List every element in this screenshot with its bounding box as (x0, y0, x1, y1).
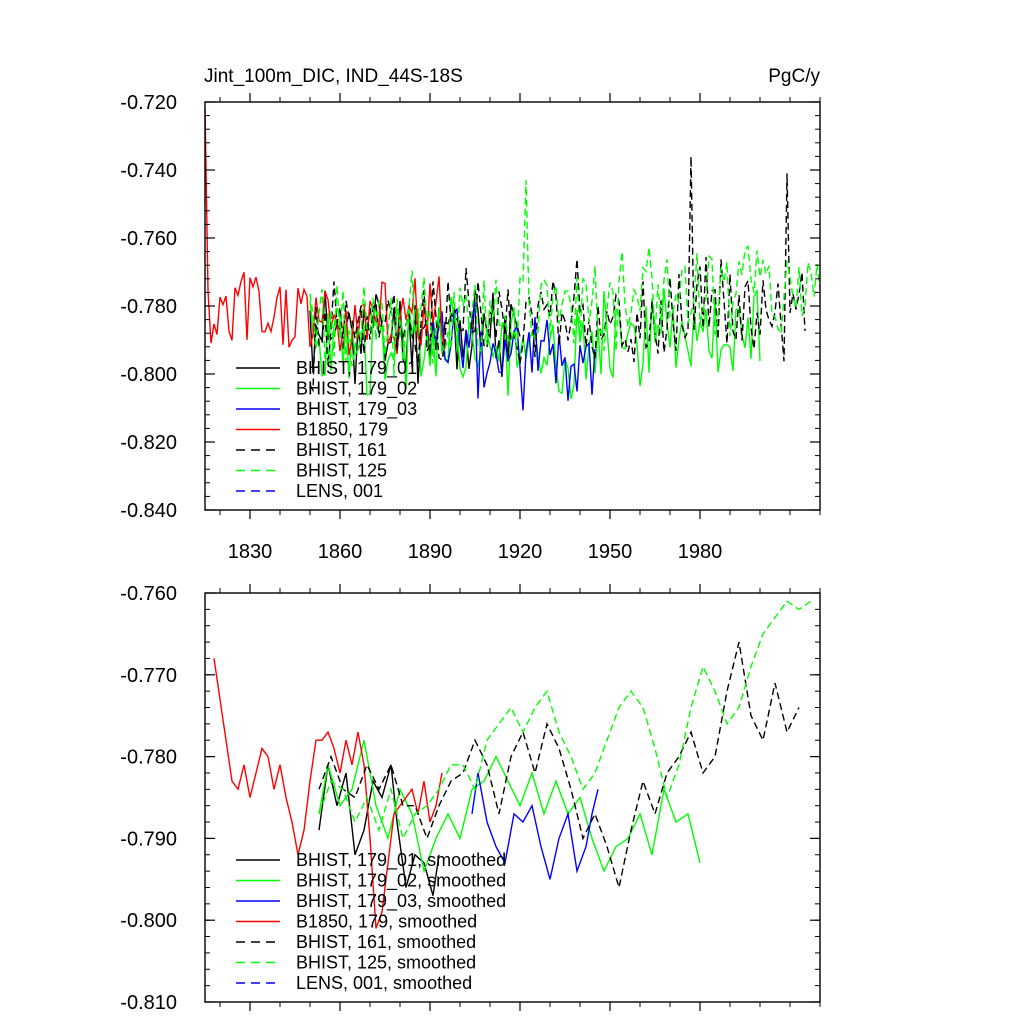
x-tick-label: 1950 (588, 541, 633, 563)
y-tick-label: -0.800 (120, 910, 177, 932)
series-line-bhist-161 (309, 156, 806, 393)
y-tick-label: -0.780 (120, 747, 177, 769)
legend-label-bhist-125-smoothed: BHIST, 125, smoothed (296, 953, 476, 973)
legend-label-bhist-179-03: BHIST, 179_03 (296, 399, 417, 420)
series-line-b1850-179 (204, 108, 446, 355)
legend-label-bhist-161-smoothed: BHIST, 161, smoothed (296, 932, 476, 952)
chart-title: Jint_100m_DIC, IND_44S-18S (204, 66, 463, 87)
legend-label-lens-001-smoothed: LENS, 001, smoothed (296, 973, 472, 993)
top-series-group (204, 108, 821, 411)
legend-label-bhist-179-02: BHIST, 179_02 (296, 379, 417, 400)
chart-units: PgC/y (768, 66, 820, 87)
legend-label-bhist-179-01-smoothed: BHIST, 179_01, smoothed (296, 850, 506, 871)
legend-label-lens-001: LENS, 001 (296, 481, 383, 501)
legend-label-bhist-179-01: BHIST, 179_01 (296, 358, 417, 379)
legend-label-b1850-179-smoothed: B1850, 179, smoothed (296, 912, 477, 932)
legend-label-bhist-179-02-smoothed: BHIST, 179_02, smoothed (296, 871, 506, 892)
legend-label-b1850-179: B1850, 179 (296, 420, 388, 440)
series-line-bhist-179-03 (429, 301, 596, 411)
bottom-plot-frame (204, 592, 821, 1003)
x-tick-label: 1890 (408, 541, 453, 563)
series-line-b1850-179-smoothed (213, 658, 443, 929)
y-tick-label: -0.760 (120, 228, 177, 250)
series-line-bhist-179-03-smoothed (471, 772, 599, 880)
x-tick-label: 1920 (498, 541, 543, 563)
y-tick-label: -0.820 (120, 432, 177, 454)
y-tick-label: -0.780 (120, 296, 177, 318)
series-line-bhist-179-02-smoothed (318, 740, 701, 874)
bottom-chart: -0.760 -0.770 -0.780 -0.790 -0.800 -0.810 BHI… (120, 583, 821, 1014)
legend-label-bhist-161: BHIST, 161 (296, 440, 387, 460)
x-tick-label: 1860 (318, 541, 363, 563)
y-tick-label: -0.740 (120, 160, 177, 182)
y-tick-label: -0.790 (120, 828, 177, 850)
top-chart: Jint_100m_DIC, IND_44S-18S PgC/y -0.720-… (120, 66, 821, 563)
y-tick-label: -0.760 (120, 583, 177, 605)
legend-label-bhist-125: BHIST, 125 (296, 461, 387, 481)
bottom-series-group (213, 600, 812, 929)
top-axes: -0.720 -0.740 -0.760 -0.780 -0.800 -0.820 -0.8… (120, 92, 821, 563)
series-line-bhist-125 (309, 180, 821, 376)
bottom-axes: -0.760 -0.770 -0.780 -0.790 -0.800 -0.810 (120, 583, 821, 1014)
y-tick-label: -0.810 (120, 992, 177, 1014)
series-line-bhist-161-smoothed (318, 641, 800, 888)
x-tick-label: 1830 (228, 541, 273, 563)
y-tick-label: -0.720 (120, 92, 177, 114)
y-tick-label: -0.770 (120, 665, 177, 687)
x-tick-label: 1980 (678, 541, 723, 563)
y-tick-label: -0.800 (120, 364, 177, 386)
series-line-bhist-125-smoothed (318, 600, 812, 841)
y-tick-label: -0.840 (120, 500, 177, 522)
legend-label-bhist-179-03-smoothed: BHIST, 179_03, smoothed (296, 891, 506, 912)
